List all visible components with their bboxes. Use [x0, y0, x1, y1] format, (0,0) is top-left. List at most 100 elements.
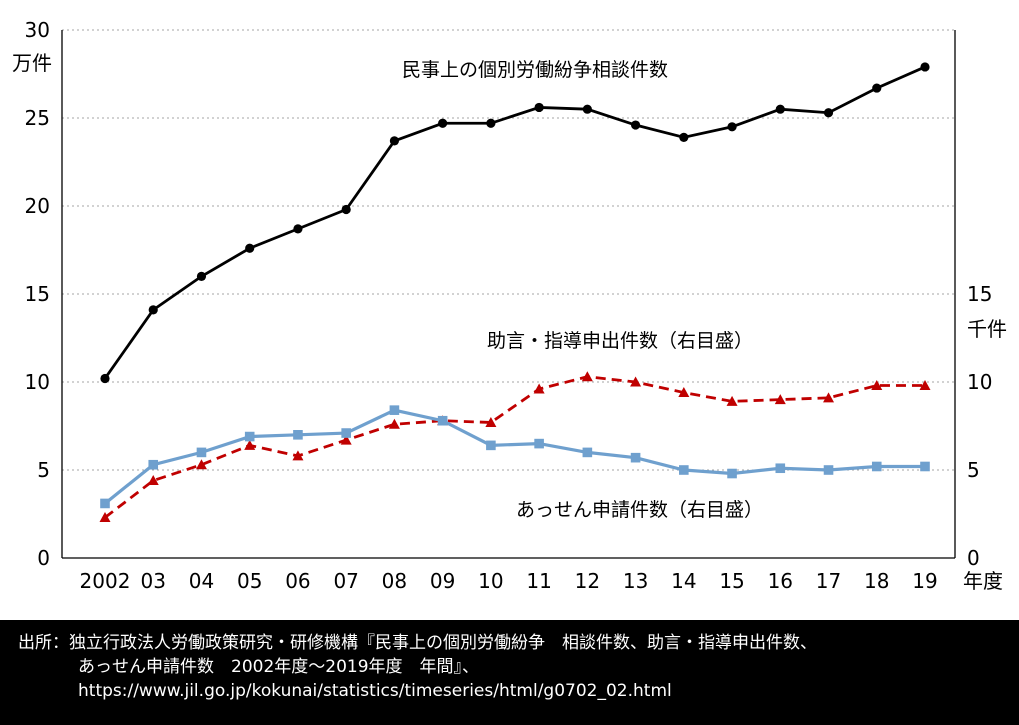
marker-advice [678, 387, 690, 398]
source-label: 出所： [18, 633, 69, 653]
marker-consultations [582, 104, 592, 114]
marker-consultations [775, 104, 785, 114]
x-axis-tick-label: 06 [285, 569, 310, 593]
series-line-advice [104, 375, 925, 519]
marker-mediation [679, 465, 689, 475]
source-text-1: 独立行政法人労働政策研究・研修機構『民事上の個別労働紛争 相談件数、助言・指導申… [69, 633, 817, 653]
marker-mediation [920, 461, 930, 472]
marker-advice [388, 418, 400, 429]
x-axis-tick-label: 19 [912, 569, 937, 593]
marker-advice [726, 395, 738, 406]
series-label-consultations: 民事上の個別労働紛争相談件数 [402, 59, 669, 81]
x-axis-tick-label: 03 [141, 569, 166, 593]
left-axis-tick-label: 20 [25, 194, 50, 218]
x-axis-tick-label: 12 [575, 569, 600, 593]
marker-mediation [293, 430, 303, 440]
marker-mediation [775, 463, 786, 474]
left-axis-tick-label: 25 [25, 106, 50, 130]
marker-consultations [920, 62, 930, 72]
marker-consultations [341, 204, 351, 215]
marker-advice [244, 439, 256, 450]
marker-mediation [389, 405, 400, 415]
marker-consultations [679, 132, 689, 142]
marker-consultations [245, 243, 255, 253]
marker-consultations [872, 83, 882, 93]
marker-mediation [196, 447, 207, 458]
source-url: https://www.jil.go.jp/kokunai/statistics… [78, 681, 672, 701]
marker-advice [195, 459, 207, 470]
marker-mediation [244, 431, 255, 442]
marker-mediation [871, 461, 882, 472]
series-line-consultations [103, 65, 926, 380]
right-axis-tick-label: 15 [967, 282, 992, 306]
left-axis-tick-label: 0 [37, 546, 50, 570]
marker-mediation [437, 415, 448, 426]
marker-consultations [148, 305, 158, 315]
x-axis-tick-label: 18 [864, 569, 889, 593]
left-axis-tick-label: 10 [25, 370, 50, 394]
x-axis-tick-label: 08 [382, 569, 407, 593]
marker-advice [99, 512, 111, 523]
marker-consultations [486, 118, 496, 128]
left-axis-tick-label: 5 [37, 458, 50, 482]
x-axis-tick-label: 07 [333, 569, 358, 593]
right-axis-tick-label: 10 [967, 370, 992, 394]
x-axis-tick-label: 14 [671, 569, 696, 593]
marker-consultations [438, 118, 448, 128]
marker-advice [871, 380, 883, 391]
source-footer: 出所：独立行政法人労働政策研究・研修機構『民事上の個別労働紛争 相談件数、助言・… [0, 620, 1019, 725]
marker-mediation [582, 447, 593, 458]
marker-consultations [630, 120, 641, 130]
marker-mediation [148, 459, 159, 470]
marker-advice [147, 475, 159, 486]
x-axis-tick-label: 17 [816, 569, 841, 593]
left-axis-tick-label: 15 [25, 282, 50, 306]
marker-mediation [630, 452, 641, 463]
marker-consultations [534, 102, 544, 113]
left-axis-unit: 万件 [12, 51, 52, 75]
source-line-2: あっせん申請件数 2002年度～2019年度 年間』、 [78, 657, 480, 677]
marker-advice [919, 380, 931, 391]
right-axis-tick-label: 0 [967, 546, 980, 570]
marker-mediation [486, 440, 496, 451]
series-label-advice: 助言・指導申出件数（右目盛） [487, 330, 754, 352]
marker-advice [292, 450, 304, 461]
x-axis-tick-label: 04 [189, 569, 214, 593]
x-axis-tick-label: 13 [623, 569, 648, 593]
marker-consultations [100, 373, 110, 384]
marker-mediation [100, 498, 110, 509]
marker-consultations [293, 224, 303, 234]
x-axis-tick-label: 15 [719, 569, 744, 593]
marker-consultations [823, 108, 834, 118]
left-axis-tick-label: 30 [25, 18, 50, 42]
x-axis-tick-label: 2002 [80, 569, 131, 593]
x-axis-tick-label: 05 [237, 569, 262, 593]
marker-mediation [341, 428, 351, 438]
marker-consultations [196, 271, 207, 281]
marker-mediation [823, 465, 834, 475]
marker-advice [340, 434, 352, 445]
marker-advice [630, 376, 642, 387]
marker-consultations [727, 122, 737, 132]
marker-advice [774, 394, 786, 405]
x-axis-unit: 年度 [963, 569, 1003, 593]
right-axis-tick-label: 5 [967, 458, 980, 482]
x-axis-tick-label: 09 [430, 569, 455, 593]
marker-mediation [727, 468, 737, 479]
labor-dispute-line-chart: 0 5 10 15 20 25 30 万件 0 5 10 15 千件 2002 03 04 05 06 07 08 09… [12, 18, 1007, 593]
marker-advice [581, 371, 593, 382]
marker-consultations [389, 136, 400, 146]
source-line-1: 出所：独立行政法人労働政策研究・研修機構『民事上の個別労働紛争 相談件数、助言・… [18, 631, 1019, 655]
x-axis-tick-label: 16 [768, 569, 793, 593]
marker-advice [823, 392, 835, 403]
series-label-mediation: あっせん申請件数（右目盛） [516, 499, 764, 521]
marker-advice [485, 416, 497, 427]
series-line-mediation [103, 408, 925, 505]
marker-mediation [534, 438, 544, 449]
marker-advice [533, 383, 545, 394]
x-axis-tick-label: 11 [526, 569, 551, 593]
x-axis-tick-label: 10 [478, 569, 503, 593]
right-axis-unit: 千件 [967, 317, 1007, 341]
